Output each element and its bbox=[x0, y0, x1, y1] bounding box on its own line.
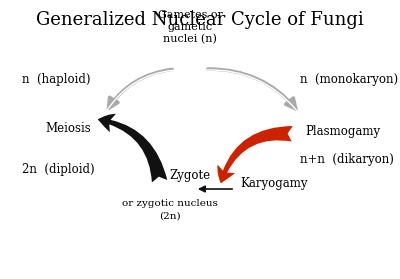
Text: 2n  (diploid): 2n (diploid) bbox=[22, 162, 95, 175]
Text: Karyogamy: Karyogamy bbox=[240, 177, 308, 191]
Text: Gametes or
gametic
nuclei (n): Gametes or gametic nuclei (n) bbox=[158, 10, 222, 44]
Text: n  (haploid): n (haploid) bbox=[22, 73, 90, 85]
Text: Plasmogamy: Plasmogamy bbox=[305, 124, 380, 138]
Text: or zygotic nucleus: or zygotic nucleus bbox=[122, 199, 218, 208]
Text: n+n  (dikaryon): n+n (dikaryon) bbox=[300, 153, 394, 165]
Text: Meiosis: Meiosis bbox=[45, 122, 91, 136]
Text: Generalized Nuclear Cycle of Fungi: Generalized Nuclear Cycle of Fungi bbox=[36, 11, 364, 29]
Text: (2n): (2n) bbox=[159, 212, 181, 221]
Text: n  (monokaryon): n (monokaryon) bbox=[300, 73, 398, 85]
Text: Zygote: Zygote bbox=[170, 169, 210, 182]
